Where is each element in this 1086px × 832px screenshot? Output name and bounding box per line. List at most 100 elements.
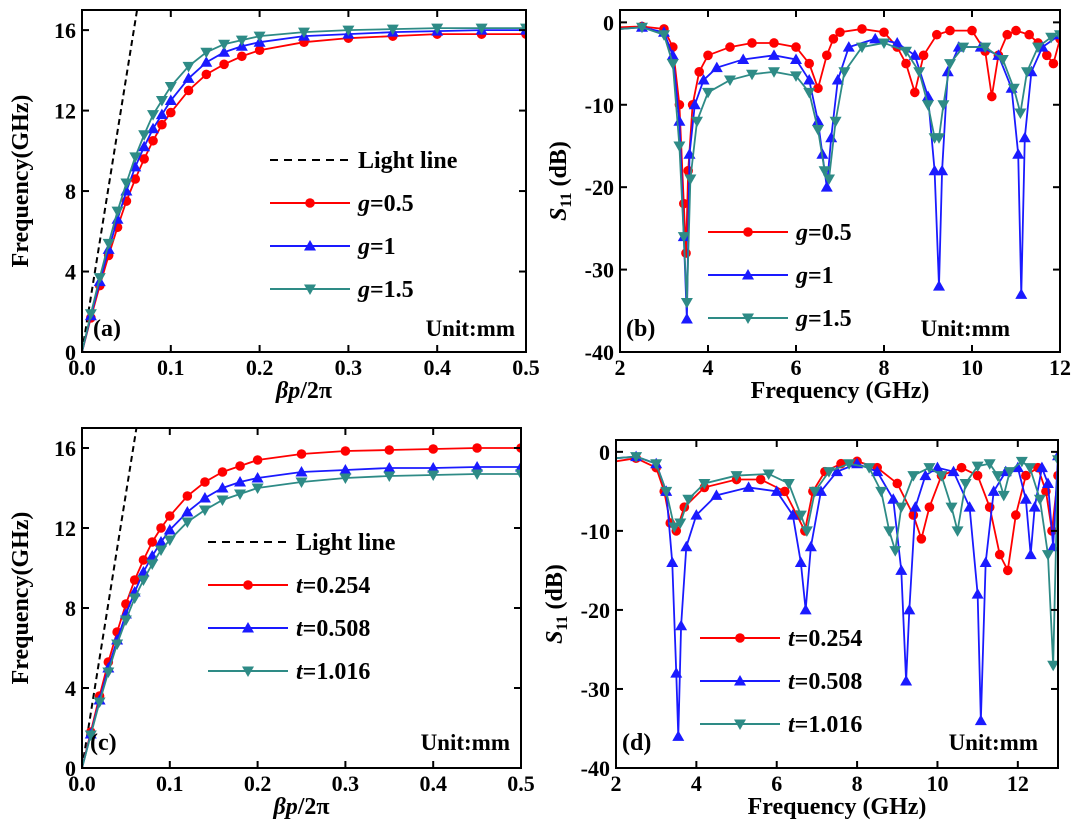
data-point bbox=[216, 482, 229, 493]
data-point bbox=[831, 465, 843, 477]
data-point bbox=[828, 34, 839, 44]
data-point bbox=[691, 116, 703, 128]
data-point bbox=[1011, 510, 1021, 520]
data-point bbox=[386, 24, 399, 36]
y-tick-label: 16 bbox=[54, 18, 76, 43]
data-point bbox=[164, 94, 177, 106]
data-point bbox=[769, 38, 779, 48]
data-point bbox=[383, 462, 396, 473]
data-point bbox=[991, 471, 1004, 482]
x-tick-label: 12 bbox=[1049, 355, 1071, 380]
data-point bbox=[822, 50, 832, 61]
x-tick-label: 0.5 bbox=[507, 771, 535, 796]
data-point bbox=[724, 75, 736, 87]
data-point bbox=[803, 87, 816, 99]
panel-b: 2 4 6 8 10 12 0 -10 -20 -30 -40 Frequency (GHz) S11 … bbox=[546, 9, 1071, 404]
data-point bbox=[823, 174, 835, 185]
data-point bbox=[1018, 131, 1031, 143]
data-point bbox=[130, 174, 141, 184]
data-point bbox=[216, 495, 229, 506]
data-point bbox=[129, 575, 140, 585]
x-tick-label: 0.1 bbox=[156, 771, 184, 796]
data-point bbox=[252, 455, 263, 465]
legend-label: g=0.5 bbox=[357, 191, 414, 217]
data-point bbox=[156, 523, 166, 533]
data-point bbox=[682, 494, 695, 506]
data-point bbox=[630, 452, 643, 463]
x-axis-label: βp/2π bbox=[275, 378, 332, 404]
data-point bbox=[339, 473, 352, 484]
data-point bbox=[694, 67, 704, 77]
data-point bbox=[875, 486, 888, 498]
data-point bbox=[710, 489, 723, 500]
data-point bbox=[768, 49, 780, 60]
legend-marker bbox=[742, 269, 754, 280]
data-point bbox=[919, 469, 932, 481]
data-point bbox=[857, 24, 867, 34]
x-tick-label: 12 bbox=[1007, 771, 1029, 796]
data-point bbox=[198, 492, 211, 503]
data-point bbox=[932, 29, 942, 40]
data-point bbox=[668, 522, 681, 533]
data-point bbox=[879, 27, 889, 38]
data-point bbox=[658, 30, 670, 41]
data-point bbox=[1002, 565, 1013, 576]
y-tick-label: -20 bbox=[581, 598, 610, 623]
data-point bbox=[146, 559, 159, 570]
data-point bbox=[1041, 477, 1054, 488]
series-line bbox=[82, 29, 526, 352]
data-point bbox=[702, 87, 714, 99]
data-point bbox=[1002, 29, 1012, 40]
data-point bbox=[703, 50, 713, 61]
data-point bbox=[1003, 467, 1016, 478]
legend: Light line g=0.5 g=1 g=1.5 bbox=[270, 148, 458, 303]
data-point bbox=[956, 462, 967, 473]
y-tick-label: 8 bbox=[65, 596, 76, 621]
data-point bbox=[673, 115, 686, 126]
data-point bbox=[1011, 25, 1021, 36]
data-point bbox=[147, 122, 160, 134]
data-point bbox=[808, 486, 821, 498]
plot-frame bbox=[619, 9, 1061, 353]
series-t-1 bbox=[82, 461, 521, 768]
data-point bbox=[1033, 494, 1046, 506]
series-g-1 bbox=[82, 24, 526, 352]
y-tick-label: -30 bbox=[585, 258, 614, 283]
data-point bbox=[1042, 50, 1052, 61]
data-point bbox=[924, 502, 935, 512]
data-point bbox=[93, 273, 106, 284]
data-point bbox=[945, 502, 958, 514]
legend-marker bbox=[734, 719, 746, 730]
y-tick-label: -20 bbox=[585, 175, 614, 200]
legend: t=0.254 t=0.508 t=1.016 bbox=[700, 626, 862, 738]
panel-d: 2 4 6 8 10 12 0 -10 -20 -30 -40 Frequency (GHz) S11 … bbox=[542, 439, 1059, 820]
unit-annotation: Unit:mm bbox=[949, 730, 1038, 755]
legend-marker bbox=[743, 227, 753, 237]
legend-label-light-line: Light line bbox=[296, 530, 396, 556]
y-tick-label: -10 bbox=[585, 93, 614, 118]
data-point bbox=[782, 478, 795, 490]
data-point bbox=[863, 463, 876, 474]
data-point bbox=[812, 124, 824, 136]
data-point bbox=[804, 540, 817, 552]
data-point bbox=[725, 42, 735, 52]
data-point bbox=[994, 549, 1005, 560]
x-tick-label: 0.2 bbox=[246, 355, 274, 380]
series-line bbox=[82, 447, 521, 768]
data-point bbox=[1011, 461, 1024, 473]
plot-frame bbox=[615, 439, 1059, 769]
data-point bbox=[200, 56, 213, 67]
legend-label: t=1.016 bbox=[296, 659, 370, 685]
data-point bbox=[219, 59, 229, 70]
panel-label: (d) bbox=[622, 730, 651, 756]
data-point bbox=[869, 32, 882, 44]
data-point bbox=[813, 83, 823, 94]
data-point bbox=[987, 485, 1000, 496]
y-tick-label: -40 bbox=[585, 340, 614, 365]
x-tick-label: 0.4 bbox=[419, 771, 447, 796]
legend: Light line t=0.254 t=0.508 t=1.016 bbox=[208, 530, 396, 685]
data-point bbox=[471, 469, 484, 480]
data-point bbox=[922, 90, 934, 102]
data-point bbox=[137, 575, 150, 586]
